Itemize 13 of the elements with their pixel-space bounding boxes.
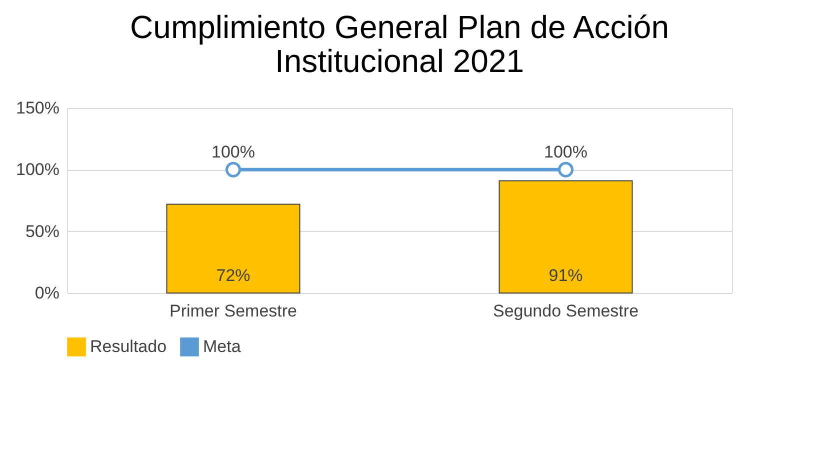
y-tick-label: 0% — [34, 284, 60, 302]
data-label: 91% — [548, 266, 583, 285]
legend-label: Meta — [203, 336, 242, 356]
chart-title: Cumplimiento General Plan de Acción Institucional 2021 — [130, 9, 669, 79]
x-tick-label: Segundo Semestre — [492, 302, 639, 320]
data-label: 100% — [544, 142, 588, 162]
data-label: 100% — [212, 142, 255, 162]
y-tick-label: 100% — [16, 160, 60, 180]
y-tick-label: 50% — [25, 222, 60, 241]
y-tick-label: 150% — [16, 98, 60, 118]
x-tick-label: Primer Semestre — [169, 302, 298, 320]
legend-label: Resultado — [90, 336, 167, 356]
data-label: 72% — [216, 266, 250, 285]
